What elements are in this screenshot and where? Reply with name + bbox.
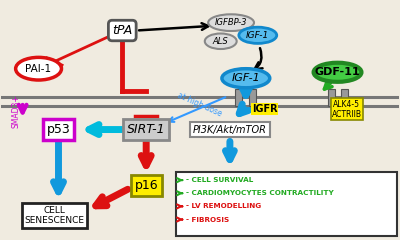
Ellipse shape [314,63,362,82]
Text: at high dose: at high dose [176,91,223,118]
Bar [249,89,256,106]
Text: CELL
SENESCENCE: CELL SENESCENCE [24,206,84,225]
Text: SMAD3+: SMAD3+ [11,94,20,128]
Ellipse shape [16,57,62,80]
Text: IGFBP-3: IGFBP-3 [215,18,247,27]
Bar [328,89,335,106]
Text: IGF-1: IGF-1 [232,73,260,83]
Text: tPA: tPA [112,24,132,37]
Text: p53: p53 [47,123,70,136]
Text: - FIBROSIS: - FIBROSIS [186,216,229,222]
Text: - CELL SURVIVAL: - CELL SURVIVAL [186,177,253,183]
Ellipse shape [205,34,237,49]
Text: PAI-1: PAI-1 [26,64,52,74]
Ellipse shape [222,69,270,88]
Text: IGF-1: IGF-1 [246,31,270,40]
Ellipse shape [208,14,254,31]
Text: - LV REMODELLING: - LV REMODELLING [186,203,261,209]
Text: ALK4-5
ACTRIIB: ALK4-5 ACTRIIB [332,100,362,119]
Bar [235,89,242,106]
Text: ALS: ALS [213,37,229,46]
Text: - CARDIOMYOCYTES CONTRACTILITY: - CARDIOMYOCYTES CONTRACTILITY [186,190,334,196]
FancyBboxPatch shape [176,173,397,236]
Text: p16: p16 [134,179,158,192]
Text: PI3K/Akt/mTOR: PI3K/Akt/mTOR [193,125,267,135]
Text: SIRT-1: SIRT-1 [127,123,166,136]
Text: GDF-11: GDF-11 [315,67,360,77]
Text: IGFR: IGFR [252,104,278,114]
Ellipse shape [239,27,277,43]
Bar [341,89,348,106]
